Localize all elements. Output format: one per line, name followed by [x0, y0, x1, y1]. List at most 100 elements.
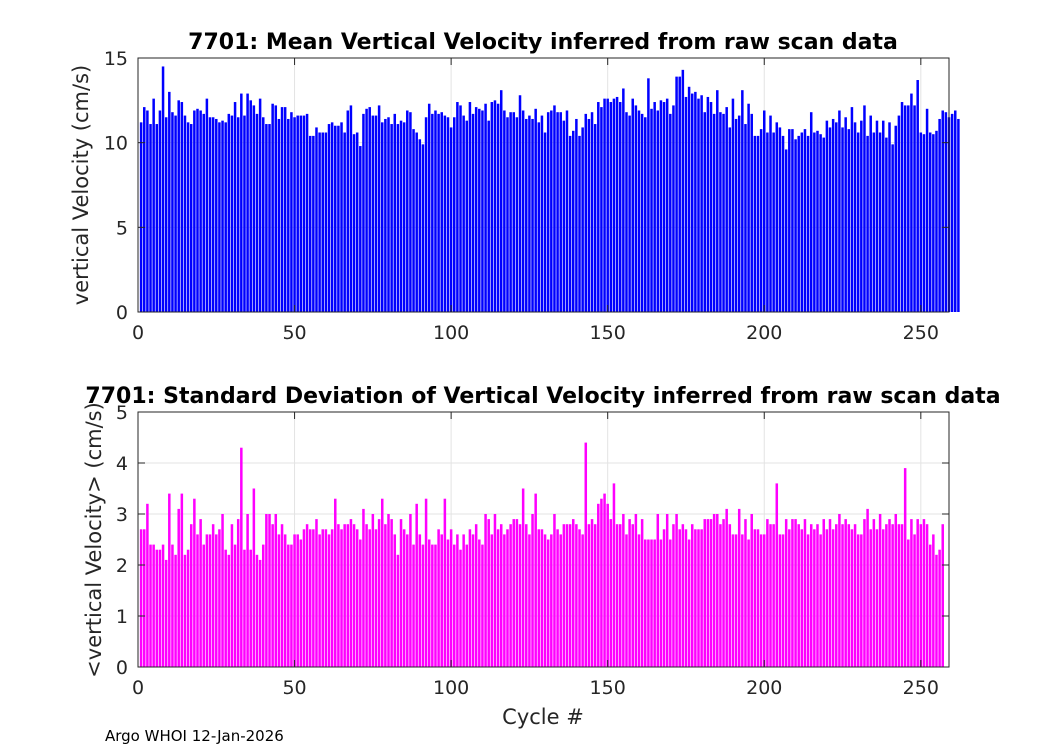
std-bar [287, 544, 290, 667]
std-velocity-axes-box [137, 411, 950, 668]
mean-velocity-title: 7701: Mean Vertical Velocity inferred fr… [188, 30, 898, 55]
std-bar [299, 539, 303, 667]
mean-bar [387, 117, 390, 313]
std-bar [399, 519, 403, 667]
mean-ytick-label: 5 [116, 217, 128, 239]
std-bar [841, 524, 844, 667]
std-bar [324, 529, 328, 667]
std-bar [634, 514, 638, 667]
std-ytick-label: 0 [116, 657, 128, 679]
mean-bar [406, 110, 409, 312]
std-bar [897, 524, 901, 667]
std-bar [625, 534, 628, 667]
std-bar [308, 529, 312, 667]
std-bar [161, 544, 165, 667]
std-xtick-label: 250 [903, 677, 939, 699]
mean-bar [189, 124, 193, 312]
mean-bar [753, 135, 757, 312]
mean-bar [922, 134, 926, 312]
std-bar [509, 524, 512, 667]
mean-bar [371, 115, 375, 312]
mean-bar [465, 120, 469, 312]
mean-bar [415, 132, 418, 312]
mean-bar [618, 102, 622, 312]
mean-bar [675, 76, 678, 312]
mean-bar [828, 127, 832, 312]
mean-bar [910, 93, 913, 312]
mean-bar [324, 132, 328, 312]
mean-bar [161, 66, 165, 312]
mean-bar [860, 120, 863, 312]
std-bar [772, 524, 775, 667]
mean-bar [537, 122, 541, 312]
std-bar [330, 529, 334, 667]
std-bar [484, 514, 487, 667]
mean-bar [446, 117, 450, 313]
std-bar [844, 519, 847, 667]
std-bar [164, 559, 168, 667]
mean-bar [449, 127, 453, 312]
mean-bar [700, 95, 703, 313]
mean-bar [709, 102, 713, 312]
mean-bar [334, 125, 337, 312]
std-bar [271, 524, 274, 667]
mean-bar [763, 110, 766, 312]
mean-bar [265, 124, 268, 312]
std-bar [885, 524, 888, 667]
mean-ytick-label: 0 [116, 302, 128, 324]
mean-bar [687, 86, 691, 312]
mean-bar [236, 117, 240, 313]
std-bar [813, 529, 816, 667]
mean-bar [722, 113, 725, 312]
std-bar [265, 514, 268, 667]
mean-bar [143, 107, 146, 313]
std-bar [637, 534, 641, 667]
std-bar [434, 544, 437, 667]
mean-bar [941, 110, 944, 312]
std-bar [622, 514, 625, 667]
mean-bar [340, 122, 343, 312]
mean-bar [330, 122, 334, 312]
mean-bar [875, 120, 879, 312]
mean-bar [308, 135, 312, 312]
mean-bar [938, 118, 941, 313]
mean-bar [565, 110, 569, 312]
mean-bar [640, 113, 644, 312]
std-velocity-bars [139, 442, 944, 667]
mean-bar [177, 100, 180, 312]
mean-bar [581, 127, 584, 312]
mean-bar [684, 96, 688, 313]
std-bar [587, 524, 591, 667]
mean-bar [409, 112, 412, 312]
std-bar [678, 529, 681, 667]
mean-bar [318, 132, 321, 312]
mean-bar [853, 122, 857, 312]
mean-ytick-label: 10 [104, 133, 128, 155]
mean-bar [778, 127, 782, 312]
std-bar [900, 524, 904, 667]
mean-bar [261, 117, 265, 313]
mean-bar [509, 112, 512, 312]
std-bar [384, 524, 387, 667]
mean-bar [625, 112, 628, 312]
mean-bar [606, 98, 609, 312]
std-bar [521, 488, 525, 667]
mean-bar [481, 110, 484, 312]
std-bar [340, 529, 343, 667]
std-bar [236, 519, 240, 667]
std-xtick-label: 100 [433, 677, 469, 699]
std-bar [919, 524, 923, 667]
std-bar [556, 529, 559, 667]
mean-bar [891, 144, 894, 312]
mean-bar [656, 110, 660, 312]
std-bar [716, 514, 719, 667]
mean-bar [612, 98, 616, 312]
std-bar [568, 524, 572, 667]
mean-bar [359, 146, 362, 312]
std-xtick-label: 150 [590, 677, 626, 699]
mean-bar [327, 124, 331, 312]
std-bar [362, 508, 365, 667]
std-bar [684, 529, 688, 667]
std-bar [878, 514, 882, 667]
mean-bar [146, 110, 149, 312]
